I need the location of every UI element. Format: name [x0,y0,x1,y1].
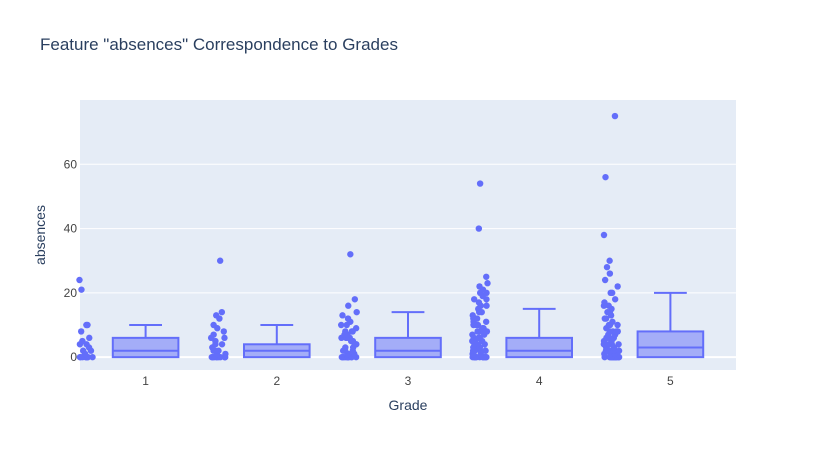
data-point [611,112,619,120]
x-tick-label: 5 [667,374,674,388]
data-point [479,325,486,332]
data-point [614,283,621,290]
data-point [210,331,217,338]
data-point [475,225,483,232]
box-3 [374,311,442,359]
data-point [609,318,616,325]
box-5 [636,291,705,359]
data-point [79,347,87,354]
x-tick-label: 3 [405,374,412,388]
data-point [342,328,349,335]
data-point [606,257,613,264]
data-point [470,296,478,303]
data-point [483,273,490,280]
data-point [469,331,476,338]
data-point [615,347,623,354]
data-point [483,302,490,309]
data-point [475,334,483,342]
data-point [482,347,489,354]
data-point [611,296,619,303]
box-iqr [374,336,442,359]
x-tick-label: 1 [142,374,149,388]
x-axis-label: Grade [389,397,428,413]
data-point [474,328,481,335]
x-tick-label: 4 [536,374,543,388]
data-point [476,180,484,187]
y-axis-ticks: 0 20 40 60 [64,157,78,364]
box-1 [111,324,180,359]
data-point [613,328,620,335]
data-point [342,344,349,351]
data-point [476,283,483,290]
data-point [76,353,84,361]
x-axis-ticks: 1 2 3 4 5 [142,374,674,388]
y-tick-label: 40 [64,222,78,236]
data-point [482,353,489,361]
box-iqr [636,330,705,359]
data-point [86,334,93,342]
data-point [475,299,483,306]
data-point [83,321,90,329]
data-point [352,325,360,332]
data-point [216,257,224,264]
data-point [221,334,228,342]
y-tick-label: 0 [70,350,77,364]
data-point [600,231,608,239]
y-tick-label: 60 [64,157,78,171]
data-point [210,321,217,329]
data-point [347,251,354,258]
y-tick-label: 20 [64,286,78,300]
data-point [79,337,86,345]
data-point [77,328,85,335]
data-point [482,318,490,325]
data-point [601,276,609,284]
box-4 [505,307,573,359]
data-point [218,308,226,316]
data-point [608,289,616,297]
data-point [614,321,621,329]
data-point [353,308,360,316]
data-point [220,328,228,335]
data-point [218,341,226,348]
y-axis-label: absences [32,205,48,265]
box-iqr [505,336,573,359]
data-point [344,315,352,322]
data-point [339,312,346,319]
data-point [602,315,610,322]
box-2 [243,324,311,359]
data-point [213,312,220,319]
data-point [606,270,614,277]
data-points [76,112,623,361]
data-point [615,341,622,348]
data-point [603,263,611,271]
data-point [337,321,345,329]
data-point [601,299,608,306]
x-tick-label: 2 [273,374,280,388]
data-point [78,286,85,293]
data-point [602,173,609,181]
data-point [89,353,96,361]
boxes [111,291,705,359]
data-point [76,276,83,284]
data-point [345,302,352,309]
data-point [484,280,491,287]
chart-title: Feature "absences" Correspondence to Gra… [40,35,398,54]
box-iqr [111,336,180,359]
data-point [222,350,229,358]
data-point [351,296,359,303]
data-point [469,312,476,319]
